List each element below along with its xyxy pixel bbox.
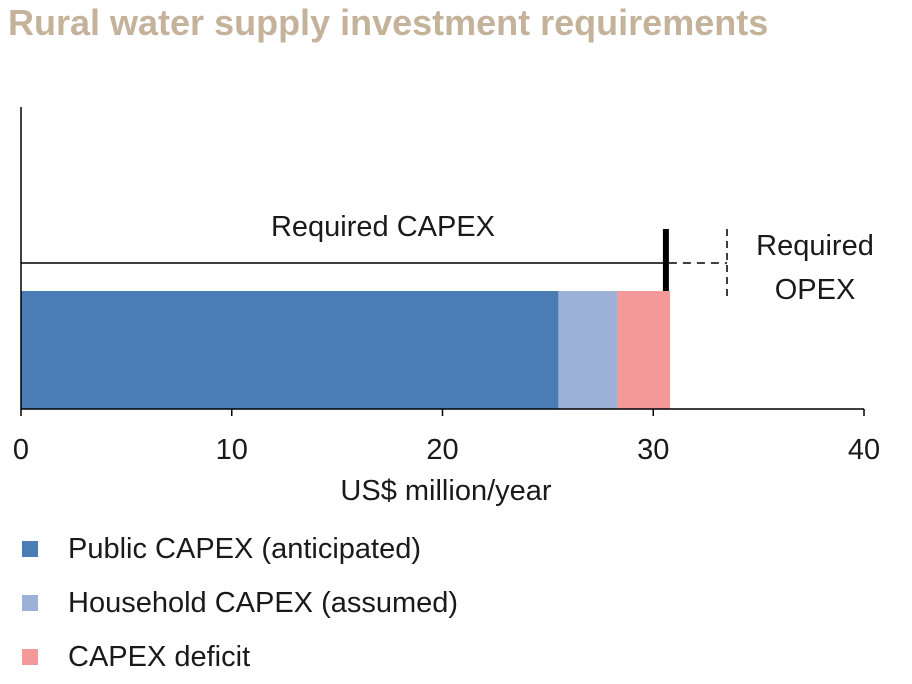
legend-swatch-household-capex xyxy=(22,595,38,611)
x-tick-label-20: 20 xyxy=(426,434,458,466)
legend-item-public-capex: Public CAPEX (anticipated) xyxy=(22,522,458,576)
axis-layer: 0 10 20 30 40 US$ million/year xyxy=(13,107,880,507)
legend-swatch-public-capex xyxy=(22,541,38,557)
bar-household-capex xyxy=(558,291,618,409)
bars-layer xyxy=(21,291,671,409)
required-opex-label-line1: Required xyxy=(756,230,874,262)
legend-swatch-capex-deficit xyxy=(22,649,38,665)
legend: Public CAPEX (anticipated) Household CAP… xyxy=(22,522,458,684)
bar-public-capex xyxy=(21,291,559,409)
bar-chart: 0 10 20 30 40 US$ million/year Required CAPEX… xyxy=(13,107,880,507)
x-axis-label: US$ million/year xyxy=(340,475,551,507)
legend-label-capex-deficit: CAPEX deficit xyxy=(68,640,251,673)
x-tick-label-0: 0 xyxy=(13,434,29,466)
legend-label-household-capex: Household CAPEX (assumed) xyxy=(68,586,459,619)
legend-label-public-capex: Public CAPEX (anticipated) xyxy=(68,532,421,565)
legend-item-household-capex: Household CAPEX (assumed) xyxy=(22,576,458,630)
bar-capex-deficit xyxy=(617,291,671,409)
chart-title: Rural water supply investment requiremen… xyxy=(8,2,769,43)
annotation-layer: Required CAPEX Required OPEX xyxy=(21,211,874,306)
legend-item-capex-deficit: CAPEX deficit xyxy=(22,630,458,684)
x-tick-label-10: 10 xyxy=(216,434,248,466)
x-tick-label-40: 40 xyxy=(848,434,880,466)
x-tick-label-30: 30 xyxy=(637,434,669,466)
required-capex-label: Required CAPEX xyxy=(271,211,495,243)
required-capex-marker xyxy=(662,229,669,291)
required-opex-label-line2: OPEX xyxy=(775,274,856,306)
